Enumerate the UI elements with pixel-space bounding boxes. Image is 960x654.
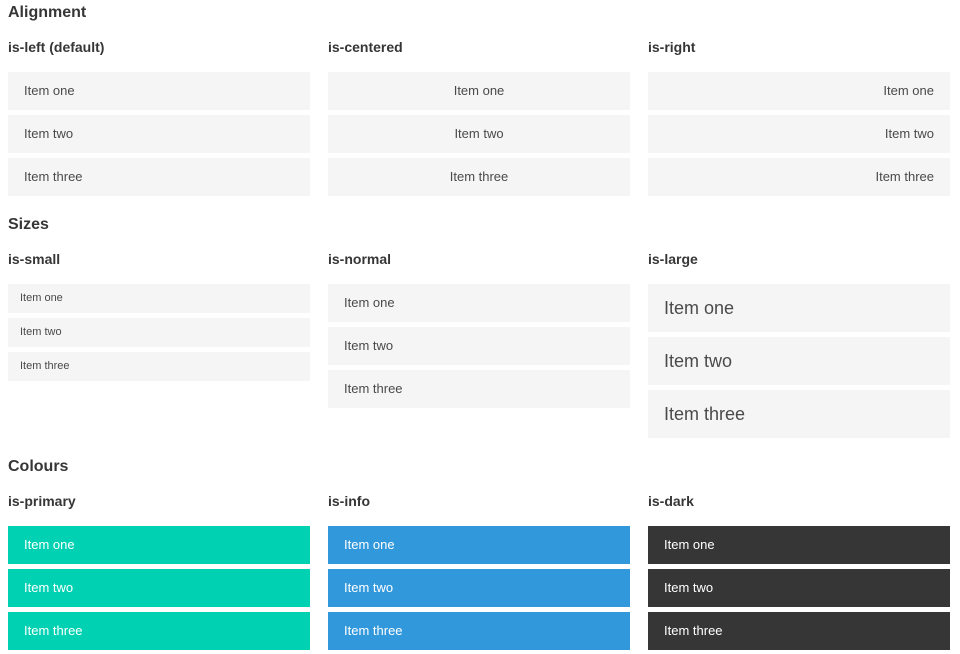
list-item[interactable]: Item three — [648, 390, 950, 438]
column-is-large: is-large Item one Item two Item three — [648, 234, 950, 438]
list-item[interactable]: Item two — [328, 569, 630, 607]
alignment-columns: is-left (default) Item one Item two Item… — [8, 22, 950, 196]
column-label: is-right — [648, 39, 696, 55]
section-title: Alignment — [8, 4, 87, 21]
column-is-right: is-right Item one Item two Item three — [648, 22, 950, 196]
list-item[interactable]: Item one — [648, 284, 950, 332]
list-item[interactable]: Item one — [328, 526, 630, 564]
section-colours: Colours is-primary Item one Item two Ite… — [8, 458, 950, 650]
column-label: is-info — [328, 493, 370, 509]
list-item[interactable]: Item one — [648, 72, 950, 110]
list-item[interactable]: Item one — [8, 526, 310, 564]
block-list: Item one Item two Item three — [328, 284, 630, 408]
list-item[interactable]: Item three — [328, 370, 630, 408]
list-item[interactable]: Item three — [328, 612, 630, 650]
section-title: Sizes — [8, 216, 49, 233]
list-item[interactable]: Item two — [8, 318, 310, 347]
sizes-columns: is-small Item one Item two Item three is… — [8, 234, 950, 438]
list-item[interactable]: Item three — [8, 352, 310, 381]
colours-columns: is-primary Item one Item two Item three … — [8, 476, 950, 650]
column-label: is-dark — [648, 493, 694, 509]
list-item[interactable]: Item two — [648, 337, 950, 385]
list-item[interactable]: Item three — [328, 158, 630, 196]
block-list: Item one Item two Item three — [648, 72, 950, 196]
list-item[interactable]: Item two — [648, 569, 950, 607]
block-list: Item one Item two Item three — [328, 72, 630, 196]
list-item[interactable]: Item three — [8, 158, 310, 196]
column-is-normal: is-normal Item one Item two Item three — [328, 234, 630, 408]
list-item[interactable]: Item one — [8, 72, 310, 110]
list-item[interactable]: Item two — [328, 327, 630, 365]
column-label: is-large — [648, 251, 698, 267]
list-item[interactable]: Item two — [648, 115, 950, 153]
column-label: is-primary — [8, 493, 76, 509]
column-label: is-centered — [328, 39, 403, 55]
column-label: is-small — [8, 251, 61, 267]
list-item[interactable]: Item two — [8, 115, 310, 153]
block-list: Item one Item two Item three — [648, 526, 950, 650]
column-is-centered: is-centered Item one Item two Item three — [328, 22, 630, 196]
list-item[interactable]: Item three — [8, 612, 310, 650]
column-is-dark: is-dark Item one Item two Item three — [648, 476, 950, 650]
list-item[interactable]: Item two — [8, 569, 310, 607]
list-item[interactable]: Item three — [648, 158, 950, 196]
block-list: Item one Item two Item three — [328, 526, 630, 650]
column-label: is-left (default) — [8, 39, 105, 55]
list-item[interactable]: Item one — [8, 284, 310, 313]
list-item[interactable]: Item two — [328, 115, 630, 153]
list-item[interactable]: Item three — [648, 612, 950, 650]
list-item[interactable]: Item one — [328, 284, 630, 322]
list-item[interactable]: Item one — [328, 72, 630, 110]
column-is-info: is-info Item one Item two Item three — [328, 476, 630, 650]
column-label: is-normal — [328, 251, 392, 267]
column-is-left: is-left (default) Item one Item two Item… — [8, 22, 310, 196]
list-item[interactable]: Item one — [648, 526, 950, 564]
column-is-primary: is-primary Item one Item two Item three — [8, 476, 310, 650]
section-alignment: Alignment is-left (default) Item one Ite… — [8, 4, 950, 196]
block-list: Item one Item two Item three — [8, 526, 310, 650]
block-list: Item one Item two Item three — [648, 284, 950, 438]
block-list: Item one Item two Item three — [8, 284, 310, 381]
section-sizes: Sizes is-small Item one Item two Item th… — [8, 216, 950, 438]
block-list: Item one Item two Item three — [8, 72, 310, 196]
column-is-small: is-small Item one Item two Item three — [8, 234, 310, 381]
section-title: Colours — [8, 458, 69, 475]
